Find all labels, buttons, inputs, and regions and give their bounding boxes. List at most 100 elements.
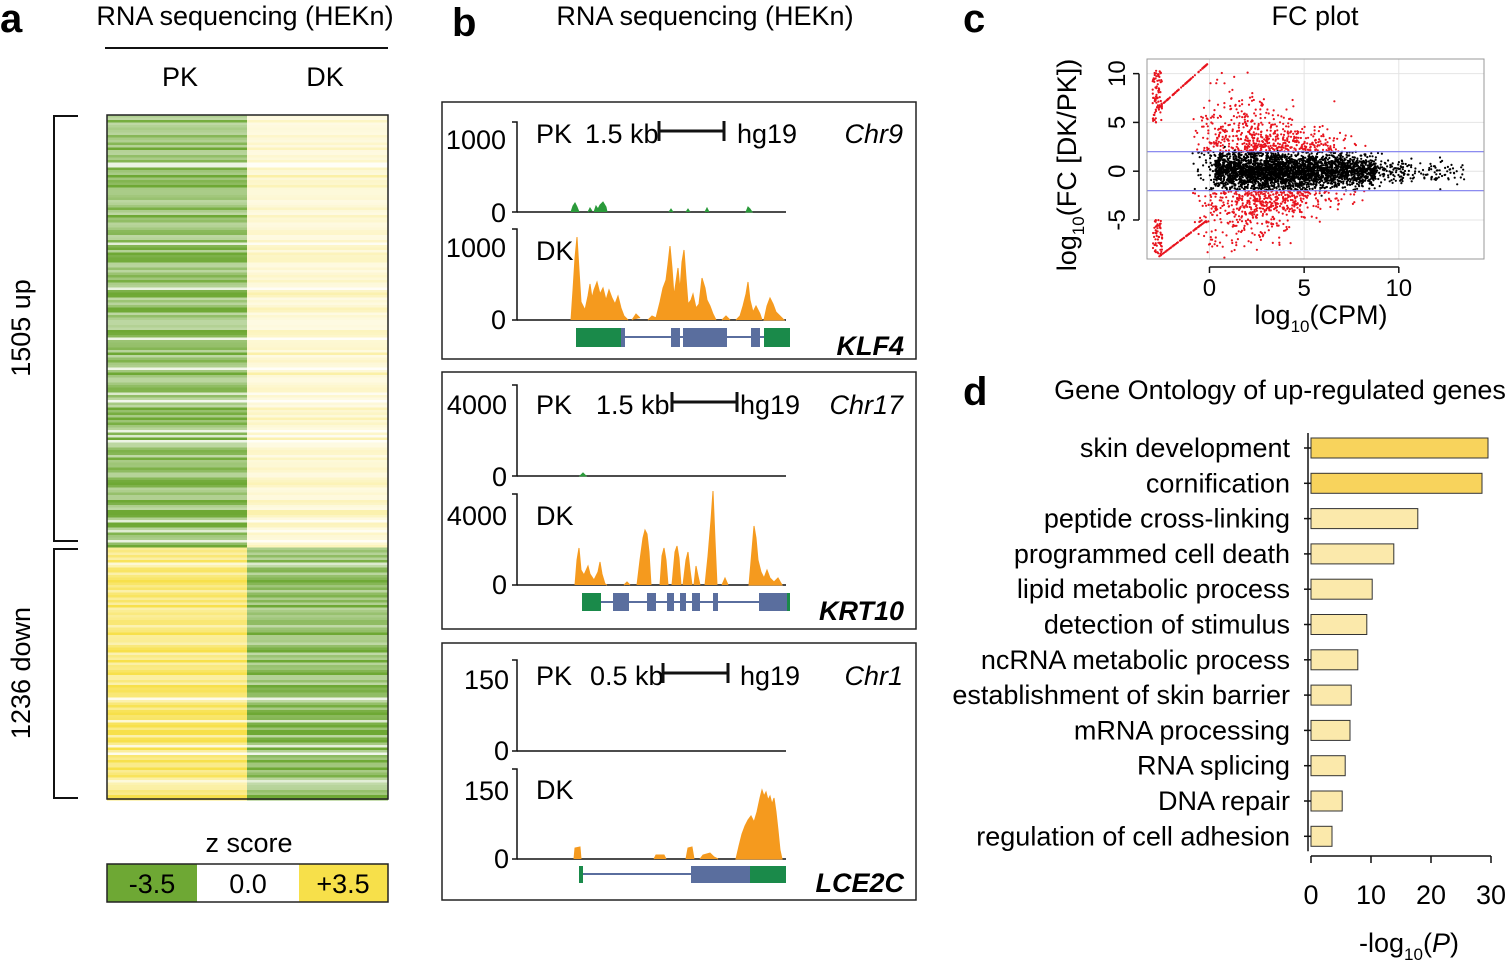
fc-point xyxy=(1418,170,1421,173)
fc-point xyxy=(1226,138,1229,141)
fc-point xyxy=(1243,179,1246,182)
heatmap-cell-dk xyxy=(247,607,388,611)
fc-point xyxy=(1338,170,1341,173)
heatmap-cell-pk xyxy=(107,342,247,346)
fc-point xyxy=(1241,116,1244,119)
heatmap-cell-dk xyxy=(247,407,388,411)
heatmap-cell-pk xyxy=(107,255,247,258)
fc-point xyxy=(1245,186,1248,189)
fc-point xyxy=(1261,186,1264,189)
heatmap-cell-pk xyxy=(107,212,247,216)
fc-point xyxy=(1300,163,1303,166)
fc-point xyxy=(1300,188,1303,191)
fc-point xyxy=(1269,129,1272,132)
heatmap-cell-pk xyxy=(107,587,247,591)
fc-point xyxy=(1218,162,1221,165)
heatmap-cell-pk xyxy=(107,142,247,146)
heatmap-cell-dk xyxy=(247,182,388,186)
fc-point xyxy=(1414,170,1417,173)
fc-point xyxy=(1214,236,1217,239)
fc-point xyxy=(1449,171,1452,174)
fc-point xyxy=(1232,115,1235,118)
fc-point xyxy=(1463,178,1466,181)
heatmap-cell-dk xyxy=(247,735,388,738)
fc-point xyxy=(1359,154,1362,157)
fc-point xyxy=(1292,139,1295,142)
fc-point xyxy=(1246,223,1249,226)
fc-point xyxy=(1287,168,1290,171)
fc-point xyxy=(1253,213,1256,216)
fc-point xyxy=(1282,133,1286,136)
fc-point xyxy=(1281,174,1284,177)
fc-point xyxy=(1214,133,1217,136)
heatmap-cell-pk xyxy=(107,597,247,601)
heatmap-cell-pk xyxy=(107,692,247,696)
fc-point xyxy=(1282,128,1285,131)
fc-point xyxy=(1240,220,1244,223)
fc-point xyxy=(1302,161,1305,164)
heatmap-cell-pk xyxy=(107,295,247,298)
fc-point xyxy=(1207,132,1210,135)
fc-point xyxy=(1254,114,1257,117)
heatmap-cell-dk xyxy=(247,420,388,423)
fc-point xyxy=(1278,158,1281,161)
heatmap-cell-pk xyxy=(107,192,247,196)
fc-point xyxy=(1263,209,1266,212)
heatmap-cell-pk xyxy=(107,382,247,386)
fc-point xyxy=(1328,198,1331,201)
fc-point xyxy=(1231,170,1234,174)
fc-point xyxy=(1246,218,1250,221)
fc-point xyxy=(1286,130,1289,133)
fc-point xyxy=(1222,161,1225,164)
heatmap-cell-pk xyxy=(107,607,247,611)
fc-point xyxy=(1368,182,1371,185)
fc-point xyxy=(1238,104,1241,107)
fc-point xyxy=(1351,202,1354,205)
fc-point xyxy=(1305,186,1308,189)
fc-point xyxy=(1254,144,1257,147)
heatmap-cell-dk xyxy=(247,660,388,663)
fc-point xyxy=(1235,155,1238,158)
fc-point xyxy=(1213,142,1216,145)
fc-point xyxy=(1285,125,1288,128)
fc-point xyxy=(1305,170,1308,173)
heatmap-cell-pk xyxy=(107,740,247,743)
heatmap-cell-pk xyxy=(107,552,247,556)
fc-point xyxy=(1343,159,1346,162)
heatmap-cell-pk xyxy=(107,487,247,491)
heatmap-cell-pk xyxy=(107,582,247,586)
fc-point xyxy=(1244,153,1247,156)
fc-point xyxy=(1216,244,1219,247)
pk-track-label: PK xyxy=(536,390,572,420)
heatmap-cell-dk xyxy=(247,247,388,251)
fc-point xyxy=(1226,169,1229,172)
fc-point xyxy=(1247,240,1250,243)
fc-point xyxy=(1278,155,1282,158)
fc-point xyxy=(1366,156,1369,159)
fc-point xyxy=(1252,131,1255,134)
fc-point xyxy=(1272,177,1275,180)
fc-point xyxy=(1336,182,1340,185)
fc-point xyxy=(1294,203,1298,206)
heatmap-cell-dk xyxy=(247,225,388,228)
heatmap-cell-dk xyxy=(247,197,388,201)
heatmap-cell-dk xyxy=(247,202,388,206)
fc-point xyxy=(1203,234,1206,238)
fc-point xyxy=(1267,168,1270,171)
fc-point xyxy=(1243,121,1246,124)
heatmap-cell-pk xyxy=(107,615,247,618)
heatmap-cell-dk xyxy=(247,377,388,381)
heatmap-cell-pk xyxy=(107,647,247,651)
fc-point xyxy=(1294,130,1297,133)
fc-point xyxy=(1297,130,1300,133)
heatmap-cell-dk xyxy=(247,597,388,601)
fc-point xyxy=(1250,187,1253,190)
fc-point xyxy=(1299,197,1302,200)
heatmap-cell-dk xyxy=(247,310,388,313)
fc-point xyxy=(1296,202,1299,205)
fc-point xyxy=(1223,102,1226,105)
fc-point xyxy=(1318,138,1321,141)
heatmap-cell-dk xyxy=(247,467,388,471)
fc-point xyxy=(1214,159,1217,162)
fc-point xyxy=(1291,215,1294,218)
